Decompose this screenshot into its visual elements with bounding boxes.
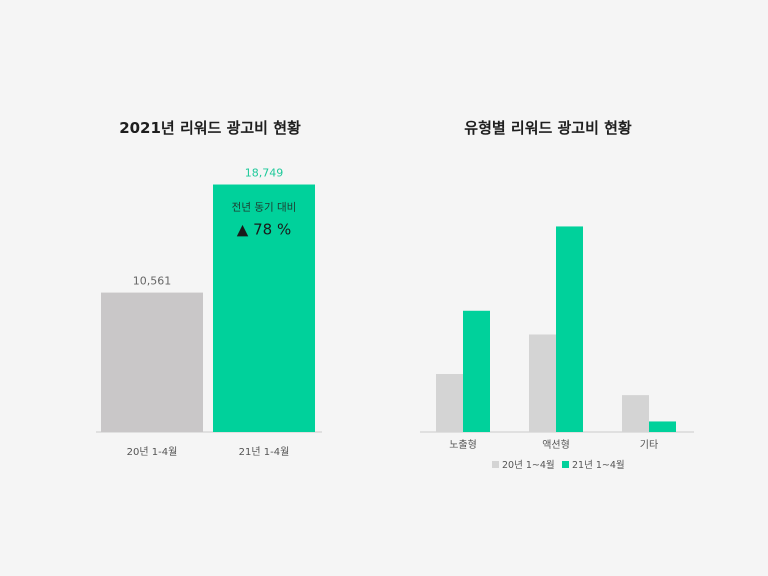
bar-action-series-1 — [529, 334, 556, 432]
x-tick-21: 21년 1-4월 — [239, 446, 290, 458]
x-tick-other: 기타 — [640, 439, 658, 451]
yoy-change: ▲ 78 % — [237, 221, 291, 239]
bar-other-series-1 — [622, 395, 649, 432]
legend-label-21: 21년 1~4월 — [572, 459, 625, 471]
value-label-21: 18,749 — [245, 167, 284, 180]
x-tick-20: 20년 1-4월 — [127, 446, 178, 458]
legend-label-20: 20년 1~4월 — [502, 459, 555, 471]
bar-other-series-2 — [649, 421, 676, 432]
legend-swatch-21 — [562, 461, 569, 468]
bar-action-series-2 — [556, 226, 583, 432]
legend-swatch-20 — [492, 461, 499, 468]
value-label-20: 10,561 — [133, 275, 172, 288]
bar-20-jan-apr — [101, 292, 203, 432]
yoy-note: 전년 동기 대비 — [232, 202, 297, 214]
bar-exposure-series-2 — [463, 310, 490, 432]
bar-exposure-series-1 — [436, 374, 463, 432]
right-chart-title: 유형별 리워드 광고비 현황 — [464, 119, 632, 137]
x-tick-exposure: 노출형 — [449, 439, 477, 451]
bar-21-jan-apr — [213, 184, 315, 432]
left-chart-title: 2021년 리워드 광고비 현황 — [119, 119, 301, 137]
x-tick-action: 액션형 — [542, 439, 570, 451]
total-ad-cost-chart: 2021년 리워드 광고비 현황 10,561 18,749 전년 동기 대비 … — [96, 119, 322, 458]
by-type-ad-cost-chart: 유형별 리워드 광고비 현황 노출형 액션형 기타 20년 1~4월 21년 1… — [420, 119, 694, 471]
